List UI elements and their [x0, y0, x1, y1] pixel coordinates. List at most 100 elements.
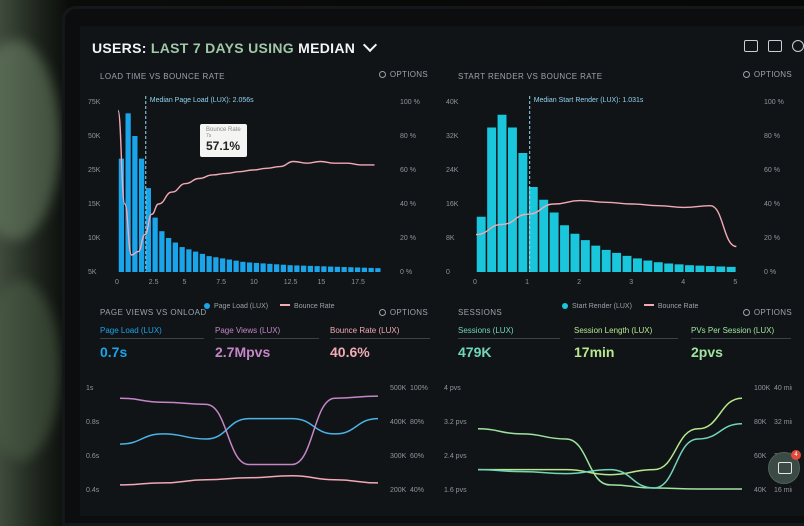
metric-page-views[interactable]: Page Views (LUX) 2.7Mpvs — [215, 326, 319, 360]
panel-load-time: LOAD TIME VS BOUNCE RATE OPTIONS 75K 50K 2… — [80, 70, 428, 310]
y-tick-label: 40K — [446, 99, 459, 106]
bar — [328, 266, 334, 272]
legend-bounce-rate: Bounce Rate — [657, 303, 699, 310]
y2-tick-label: 300K — [390, 453, 407, 460]
x-tick-label: 0 — [473, 279, 477, 286]
y-tick-label: 0.6s — [86, 453, 100, 460]
bar — [193, 251, 199, 272]
y-tick-label: 3.2 pvs — [444, 419, 467, 426]
legend-dot — [204, 303, 210, 309]
legend-line — [643, 304, 654, 306]
bar — [172, 242, 178, 272]
dashboard: USERS: LAST 7 DAYS USING MEDIAN LOAD TIM… — [80, 26, 804, 516]
metric-bounce-rate[interactable]: Bounce Rate (LUX) 40.6% — [330, 326, 430, 360]
title-metric: MEDIAN — [298, 40, 356, 56]
y2-tick-label: 60 % — [400, 167, 416, 174]
bar — [334, 266, 340, 272]
y2-tick-label: 400K — [390, 419, 407, 426]
bar — [361, 267, 367, 272]
title-range: LAST 7 DAYS USING — [150, 40, 294, 56]
metric-pvs-per-session[interactable]: PVs Per Session (LUX) 2pvs — [691, 326, 791, 360]
y-tick-label: 32K — [446, 133, 459, 140]
x-tick-label: 3 — [629, 279, 633, 286]
y-tick-label: 8K — [446, 235, 455, 242]
x-tick-label: 0 — [115, 279, 119, 286]
chevron-down-icon[interactable] — [363, 37, 378, 53]
notification-count: 4 — [791, 450, 801, 460]
options-button[interactable]: OPTIONS — [378, 70, 428, 79]
metric-session-length[interactable]: Session Length (LUX) 17min — [574, 326, 678, 360]
options-button[interactable]: OPTIONS — [742, 308, 792, 317]
panel-start-render: START RENDER VS BOUNCE RATE OPTIONS 40K 3… — [438, 70, 792, 310]
options-button[interactable]: OPTIONS — [378, 308, 428, 317]
bar — [213, 257, 219, 272]
settings-icon[interactable] — [792, 40, 804, 52]
x-tick-label: 2.5 — [149, 279, 159, 286]
monitor-screen: USERS: LAST 7 DAYS USING MEDIAN LOAD TIM… — [62, 6, 804, 526]
share-icon[interactable] — [768, 40, 782, 52]
bar — [507, 127, 517, 272]
bounce-rate-line — [117, 109, 375, 256]
x-tick-label: 5 — [183, 279, 187, 286]
metric-label: PVs Per Session (LUX) — [691, 326, 791, 339]
metric-label: Bounce Rate (LUX) — [330, 326, 430, 339]
tooltip-title: Bounce Rate — [206, 127, 241, 133]
page-title[interactable]: USERS: LAST 7 DAYS USING MEDIAN — [92, 37, 378, 56]
gear-icon — [742, 71, 750, 78]
chart-legend: Page Load (LUX) Bounce Rate — [204, 302, 335, 310]
metric-sessions[interactable]: Sessions (LUX) 479K — [458, 326, 560, 360]
bar — [487, 127, 497, 272]
chart-legend: Start Render (LUX) Bounce Rate — [562, 302, 698, 310]
bar — [612, 252, 622, 272]
metric-label: Session Length (LUX) — [574, 326, 678, 339]
metric-value: 2pvs — [691, 344, 723, 360]
bar — [307, 265, 313, 272]
bar — [166, 238, 172, 272]
gear-icon — [378, 71, 386, 78]
y2-tick-label: 200K — [390, 487, 407, 494]
bar — [125, 113, 131, 272]
gear-icon — [742, 309, 750, 316]
bounce-rate-line — [475, 199, 737, 248]
sessions-line — [477, 428, 742, 490]
bar — [368, 267, 374, 272]
y3-tick-label: 32 min — [774, 419, 792, 426]
bar — [570, 233, 580, 272]
chat-button[interactable]: 4 — [768, 450, 801, 484]
monitor-icon[interactable] — [744, 40, 758, 52]
bar — [375, 268, 381, 272]
start-render-chart: 40K 32K 24K 16K 8K 0 100 % 80 % 60 % 40 % 20 % 0 % 0… — [446, 96, 784, 286]
chat-icon — [778, 462, 792, 474]
options-button[interactable]: OPTIONS — [742, 70, 792, 79]
bar — [539, 199, 549, 272]
y3-tick-label: 80% — [410, 419, 424, 426]
bounce-rate-tooltip: Bounce Rate 7s 57.1% — [200, 124, 247, 157]
legend-line — [280, 304, 291, 306]
metric-page-load[interactable]: Page Load (LUX) 0.7s — [100, 326, 204, 360]
bar — [118, 158, 124, 272]
bar — [643, 260, 653, 272]
y2-tick-label: 40 % — [400, 201, 416, 208]
y-tick-label: 50K — [88, 133, 101, 140]
bar — [267, 263, 273, 272]
bar — [674, 264, 684, 272]
median-label: Median Page Load (LUX): 2.056s — [150, 97, 254, 104]
tooltip-value: 57.1% — [206, 139, 241, 153]
bar — [159, 231, 165, 272]
x-tick-label: 5 — [733, 279, 737, 286]
bar — [726, 266, 736, 272]
y-tick-label: 4 pvs — [444, 385, 461, 392]
y2-tick-label: 60K — [754, 453, 767, 460]
tooltip-sub: 7s — [206, 133, 212, 139]
title-users: USERS: — [92, 40, 147, 56]
top-toolbar — [744, 40, 804, 52]
bar — [653, 262, 663, 272]
bar — [206, 256, 212, 272]
y-tick-label: 0 — [446, 269, 450, 276]
bar — [321, 266, 327, 272]
y-tick-label: 0.8s — [86, 419, 100, 426]
y2-tick-label: 0 % — [400, 269, 412, 276]
x-tick-label: 17.5 — [351, 279, 365, 286]
y-tick-label: 1s — [86, 385, 94, 392]
y-tick-label: 1.6 pvs — [444, 487, 467, 494]
